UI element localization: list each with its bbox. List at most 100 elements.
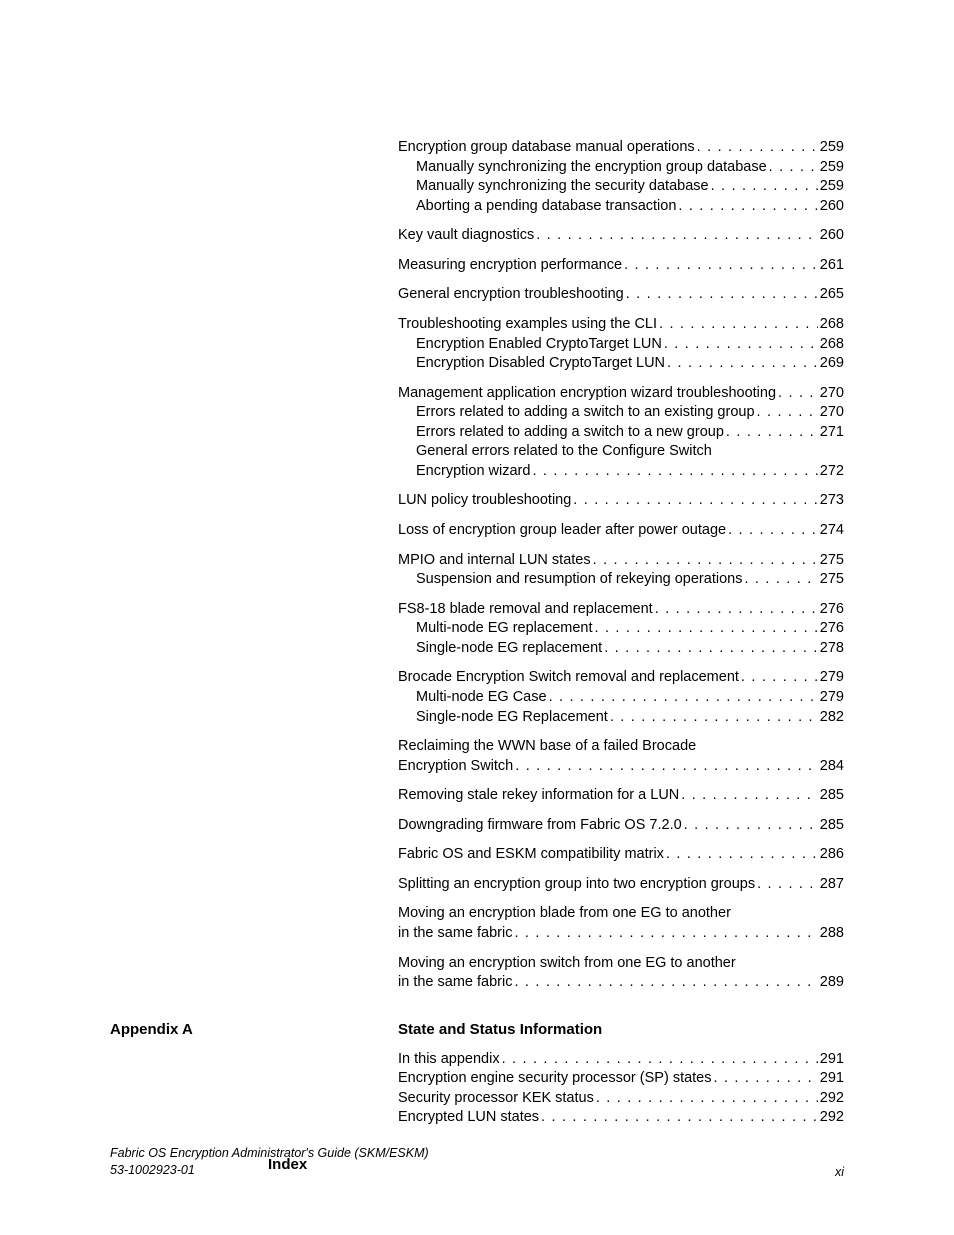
toc-entry-label: Errors related to adding a switch to a n… xyxy=(416,423,724,443)
toc-entry-wrap: Moving an encryption switch from one EG … xyxy=(398,954,844,974)
toc-entry-label: Encryption Enabled CryptoTarget LUN xyxy=(416,335,662,355)
toc-entry-label: in the same fabric xyxy=(398,924,512,944)
toc-entry-label: Encrypted LUN states xyxy=(398,1108,539,1128)
toc-entry-label: General encryption troubleshooting xyxy=(398,285,624,305)
toc-group: LUN policy troubleshooting273 xyxy=(398,491,844,511)
footer-docnum: 53-1002923-01 xyxy=(110,1162,429,1179)
toc-entry-label: MPIO and internal LUN states xyxy=(398,551,591,571)
toc-group: FS8-18 blade removal and replacement276M… xyxy=(398,600,844,659)
toc-entry-page: 268 xyxy=(820,335,844,355)
toc-group: Loss of encryption group leader after po… xyxy=(398,521,844,541)
toc-group: MPIO and internal LUN states 275Suspensio… xyxy=(398,551,844,590)
toc-entry: Errors related to adding a switch to an … xyxy=(398,403,844,423)
toc-entry: Brocade Encryption Switch removal and re… xyxy=(398,668,844,688)
toc-entry-label: In this appendix xyxy=(398,1050,500,1070)
toc-entry: Single-node EG Replacement282 xyxy=(398,708,844,728)
toc-leader-dots xyxy=(714,1069,818,1089)
appendix-section: Appendix A State and Status Information xyxy=(110,1021,844,1038)
toc-entry-label: Downgrading firmware from Fabric OS 7.2.… xyxy=(398,816,682,836)
toc-entry: in the same fabric289 xyxy=(398,973,844,993)
toc-leader-dots xyxy=(697,138,818,158)
toc-entry-label: Manually synchronizing the security data… xyxy=(416,177,709,197)
toc-entry-label: Manually synchronizing the encryption gr… xyxy=(416,158,767,178)
toc-entry-page: 261 xyxy=(820,256,844,276)
toc-entry: Single-node EG replacement 278 xyxy=(398,639,844,659)
toc-entry: Loss of encryption group leader after po… xyxy=(398,521,844,541)
toc-entry-page: 260 xyxy=(820,197,844,217)
toc-entry-page: 259 xyxy=(820,177,844,197)
toc-entry-page: 271 xyxy=(820,423,844,443)
toc-entry-page: 270 xyxy=(820,403,844,423)
toc-entry: FS8-18 blade removal and replacement276 xyxy=(398,600,844,620)
toc-entry-wrap: Moving an encryption blade from one EG t… xyxy=(398,904,844,924)
toc-leader-dots xyxy=(596,1089,818,1109)
toc-entry-page: 291 xyxy=(820,1069,844,1089)
toc-entry-label: Aborting a pending database transaction xyxy=(416,197,676,217)
toc-entry-page: 285 xyxy=(820,786,844,806)
toc-entry-label: Key vault diagnostics xyxy=(398,226,534,246)
toc-entry-page: 279 xyxy=(820,668,844,688)
toc-entry-page: 284 xyxy=(820,757,844,777)
toc-leader-dots xyxy=(593,551,818,571)
toc-entry-page: 278 xyxy=(820,639,844,659)
toc-leader-dots xyxy=(659,315,818,335)
toc-leader-dots xyxy=(610,708,818,728)
toc-entry-page: 276 xyxy=(820,600,844,620)
toc-group: Moving an encryption blade from one EG t… xyxy=(398,904,844,943)
toc-entry: Suspension and resumption of rekeying op… xyxy=(398,570,844,590)
toc-entry-label: Encryption Switch xyxy=(398,757,513,777)
toc-group: Measuring encryption performance261 xyxy=(398,256,844,276)
toc-entry: Multi-node EG Case279 xyxy=(398,688,844,708)
toc-entry-label: Fabric OS and ESKM compatibility matrix xyxy=(398,845,664,865)
toc-entry-label: Errors related to adding a switch to an … xyxy=(416,403,755,423)
toc-entry: Errors related to adding a switch to a n… xyxy=(398,423,844,443)
toc-leader-dots xyxy=(757,875,818,895)
toc-group: Removing stale rekey information for a L… xyxy=(398,786,844,806)
toc-entry: Splitting an encryption group into two e… xyxy=(398,875,844,895)
toc-entry-page: 259 xyxy=(820,158,844,178)
toc-entry: Aborting a pending database transaction 2… xyxy=(398,197,844,217)
page-footer: Fabric OS Encryption Administrator's Gui… xyxy=(110,1145,844,1179)
toc-entry-label: Encryption engine security processor (SP… xyxy=(398,1069,712,1089)
toc-entry-page: 270 xyxy=(820,384,844,404)
toc-entry-page: 275 xyxy=(820,570,844,590)
toc-leader-dots xyxy=(757,403,818,423)
toc-entry-wrap: General errors related to the Configure … xyxy=(398,442,844,462)
toc-entry: Downgrading firmware from Fabric OS 7.2.… xyxy=(398,816,844,836)
toc-entry-label: Loss of encryption group leader after po… xyxy=(398,521,726,541)
toc-entry: Encryption group database manual operati… xyxy=(398,138,844,158)
toc-entry-label: Encryption group database manual operati… xyxy=(398,138,695,158)
toc-entry-page: 276 xyxy=(820,619,844,639)
footer-left: Fabric OS Encryption Administrator's Gui… xyxy=(110,1145,429,1179)
toc-entry-page: 292 xyxy=(820,1089,844,1109)
toc-leader-dots xyxy=(573,491,818,511)
toc-entry: Key vault diagnostics 260 xyxy=(398,226,844,246)
toc-entry-page: 274 xyxy=(820,521,844,541)
toc-entry-label: Single-node EG replacement xyxy=(416,639,602,659)
toc-group: Key vault diagnostics 260 xyxy=(398,226,844,246)
toc-group: Reclaiming the WWN base of a failed Broc… xyxy=(398,737,844,776)
toc-entry-page: 273 xyxy=(820,491,844,511)
toc-leader-dots xyxy=(681,786,818,806)
toc-entry-page: 260 xyxy=(820,226,844,246)
appendix-content: In this appendix 291 Encryption engine se… xyxy=(398,1050,844,1128)
toc-leader-dots xyxy=(626,285,818,305)
toc-leader-dots xyxy=(536,226,818,246)
toc-entry-page: 275 xyxy=(820,551,844,571)
toc-group: Downgrading firmware from Fabric OS 7.2.… xyxy=(398,816,844,836)
toc-entry-page: 292 xyxy=(820,1108,844,1128)
toc-leader-dots xyxy=(778,384,818,404)
toc-leader-dots xyxy=(667,354,818,374)
toc-entry-label: Removing stale rekey information for a L… xyxy=(398,786,679,806)
toc-entry: Management application encryption wizard… xyxy=(398,384,844,404)
toc-group: Encryption group database manual operati… xyxy=(398,138,844,216)
toc-leader-dots xyxy=(532,462,817,482)
toc-leader-dots xyxy=(769,158,818,178)
toc-leader-dots xyxy=(711,177,818,197)
footer-pagenum: xi xyxy=(835,1165,844,1179)
toc-group: Management application encryption wizard… xyxy=(398,384,844,482)
toc-entry-wrap: Reclaiming the WWN base of a failed Broc… xyxy=(398,737,844,757)
toc-leader-dots xyxy=(624,256,818,276)
toc-entry-page: 286 xyxy=(820,845,844,865)
toc-entry-page: 259 xyxy=(820,138,844,158)
